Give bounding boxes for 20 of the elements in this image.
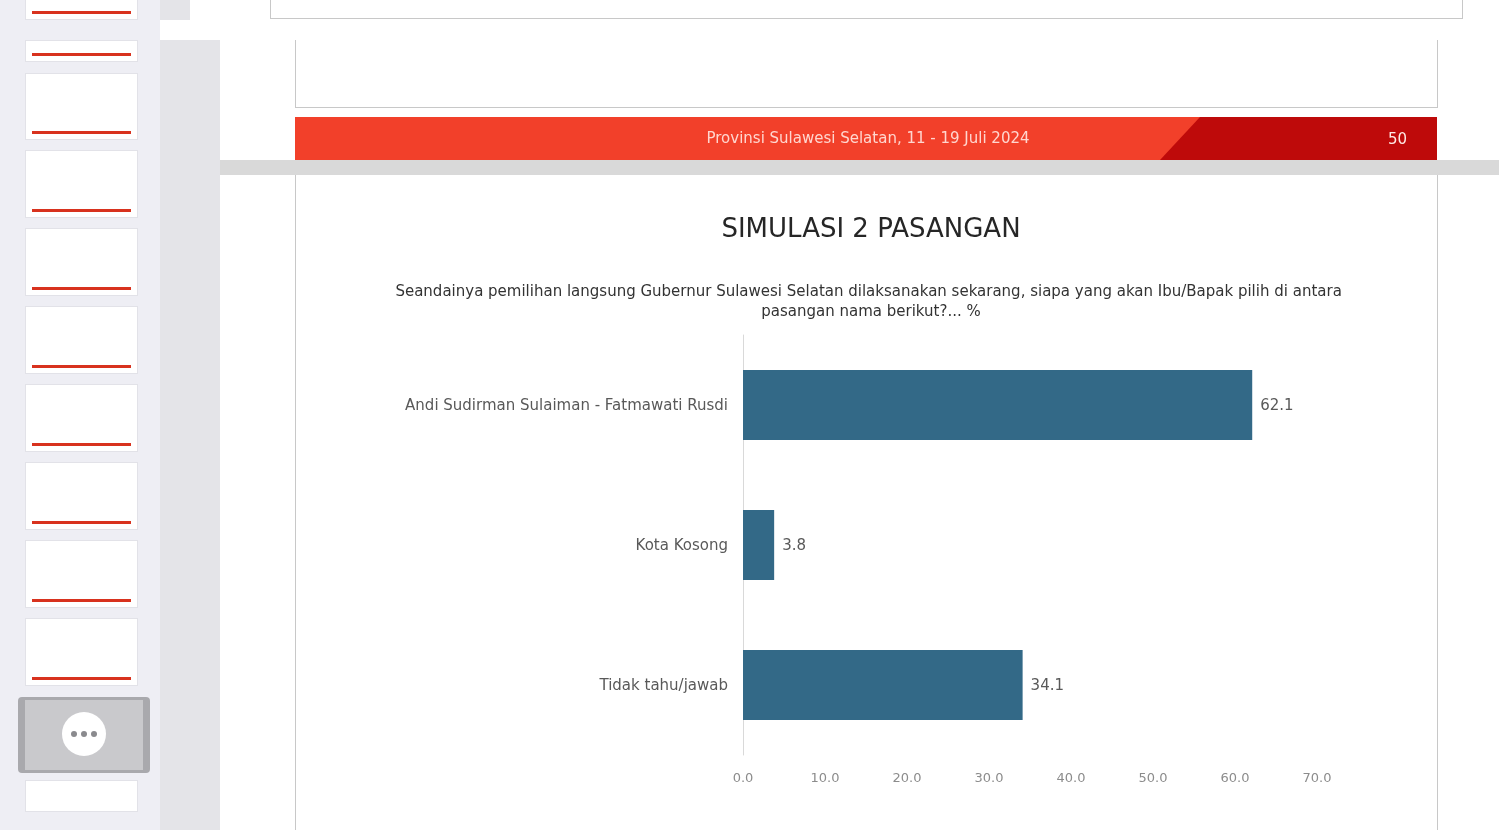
y-tick-label: Tidak tahu/jawab [598,676,728,694]
chart-subtitle: Seandainya pemilihan langsung Gubernur Sulawesi Selatan dilaksanakan sekarang, siapa yang akan Ibu/Bapak pilih di antara pasangan nama berikut?... % [395,282,1347,320]
x-tick-label: 50.0 [1138,770,1168,785]
x-tick-label: 70.0 [1302,770,1332,785]
header-banner: Provinsi Sulawesi Selatan, 11 - 19 Juli 2024 50 [295,117,1437,160]
data-label: 3.8 [782,536,807,554]
bar [743,370,1253,440]
x-tick-label: 0.0 [732,770,754,785]
data-label: 34.1 [1030,676,1065,694]
x-tick-label: 30.0 [974,770,1004,785]
data-label: 62.1 [1260,396,1294,414]
x-tick-label: 20.0 [892,770,922,785]
x-tick-label: 40.0 [1056,770,1086,785]
x-tick-label: 60.0 [1220,770,1250,785]
bar [743,650,1023,720]
x-tick-label: 10.0 [810,770,840,785]
y-tick-label: Kota Kosong [635,536,728,554]
bar [743,510,775,580]
y-tick-label: Andi Sudirman Sulaiman - Fatmawati Rusdi [405,396,728,414]
chart-title: SIMULASI 2 PASANGAN [721,213,1021,243]
